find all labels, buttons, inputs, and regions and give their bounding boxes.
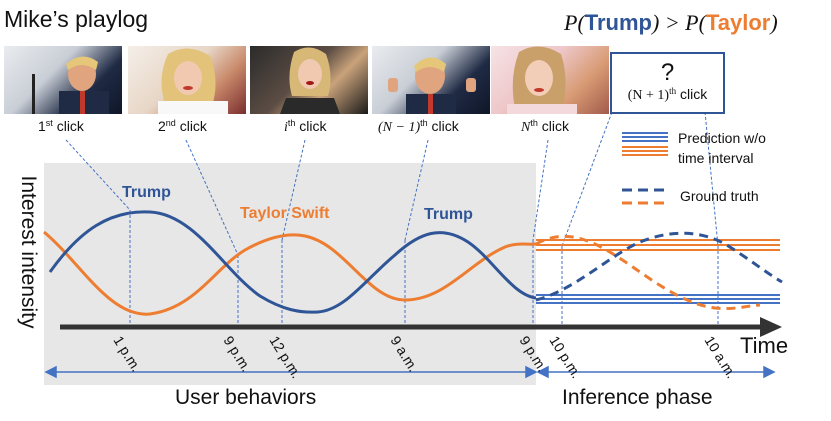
click-n1-sup: th <box>420 118 428 128</box>
connector-i <box>281 139 306 241</box>
connector-n1 <box>404 139 429 241</box>
probability-formula: P(Trump) > P(Taylor) <box>564 10 778 36</box>
click-2-word: click <box>175 118 207 134</box>
trump-thumbs-portrait-icon <box>388 57 476 114</box>
connector-2 <box>185 139 239 256</box>
legend-prediction-label: Prediction w/o time interval <box>678 128 766 168</box>
formula-taylor: Taylor <box>705 10 771 35</box>
photo-click-1 <box>4 46 122 114</box>
inference-phase-label: Inference phase <box>562 386 713 409</box>
user-behaviors-label: User behaviors <box>175 386 317 409</box>
click-label-2: 2nd click <box>158 118 207 134</box>
formula-p2: ) > P( <box>652 10 706 35</box>
click-label-n: Nth click <box>521 118 569 136</box>
click-n-sup: th <box>530 118 538 128</box>
taylor-curve <box>43 230 537 316</box>
legend-prediction-line2: time interval <box>678 150 754 166</box>
click-n-word: click <box>537 118 569 134</box>
connector-1 <box>65 139 131 211</box>
legend-prediction-line1: Prediction w/o <box>678 130 766 146</box>
click-i-num: i <box>284 120 288 135</box>
legend-ground-truth-label: Ground truth <box>680 188 759 204</box>
click-i-word: click <box>295 118 327 134</box>
click-i-sup: th <box>287 118 296 128</box>
history-shade <box>44 163 536 385</box>
user-behaviors-arrow-right <box>525 365 538 379</box>
label-trump-2: Trump <box>424 206 473 223</box>
x-axis-label: Time <box>740 333 789 358</box>
click-label-i: ith click <box>284 118 327 136</box>
click-1-sup: st <box>45 118 53 128</box>
click-label-1: 1st click <box>38 118 84 134</box>
click-label-n-1: (N − 1)th click <box>378 118 459 136</box>
next-click-n: (N + 1) <box>627 88 670 103</box>
formula-p1: P( <box>564 10 585 35</box>
click-n1-word: click <box>427 118 459 134</box>
legend-prediction-swatch <box>622 132 668 156</box>
formula-p3: ) <box>770 10 778 35</box>
formula-trump: Trump <box>584 10 652 35</box>
connector-n <box>532 139 549 241</box>
question-mark: ? <box>660 59 675 86</box>
trump-curve <box>48 210 537 314</box>
next-click-word: click <box>676 86 708 102</box>
taylor-pink-portrait-icon <box>507 46 577 114</box>
click-n1-num: (N − 1) <box>378 120 421 135</box>
photo-click-2 <box>128 46 246 114</box>
user-behaviors-arrow-left <box>44 365 57 379</box>
click-2-num: 2 <box>158 118 166 134</box>
y-axis-label: Interest intensity <box>17 175 40 329</box>
inference-arrow-right <box>763 365 776 379</box>
taylor-stage-portrait-icon <box>280 47 340 114</box>
prediction-lines <box>536 239 780 304</box>
page-title: Mike’s playlog <box>4 6 149 32</box>
ground-truth-trump <box>535 231 783 302</box>
trump-portrait-icon <box>32 56 109 114</box>
click-2-sup: nd <box>165 118 176 128</box>
label-trump-1: Trump <box>122 184 171 201</box>
connector-q-right <box>704 111 719 247</box>
next-click-sup: th <box>669 86 677 96</box>
click-1-num: 1 <box>38 118 46 134</box>
time-axis-arrow <box>760 317 782 337</box>
section-arrows <box>44 365 776 379</box>
inference-arrow-left <box>536 365 549 379</box>
photo-click-i <box>250 46 368 114</box>
click-1-word: click <box>52 118 84 134</box>
click-n-num: N <box>521 120 531 135</box>
connector-q-left <box>561 111 613 247</box>
taylor-portrait-icon <box>158 48 228 114</box>
label-taylor: Taylor Swift <box>240 205 330 222</box>
photo-click-n <box>491 46 609 114</box>
ground-truth-taylor <box>535 234 761 311</box>
legend-ground-truth-swatch <box>622 188 668 205</box>
next-click-label: (N + 1)th click <box>612 86 723 104</box>
next-click-query-box: ? (N + 1)th click <box>610 52 725 114</box>
photo-click-n-1 <box>372 46 490 114</box>
